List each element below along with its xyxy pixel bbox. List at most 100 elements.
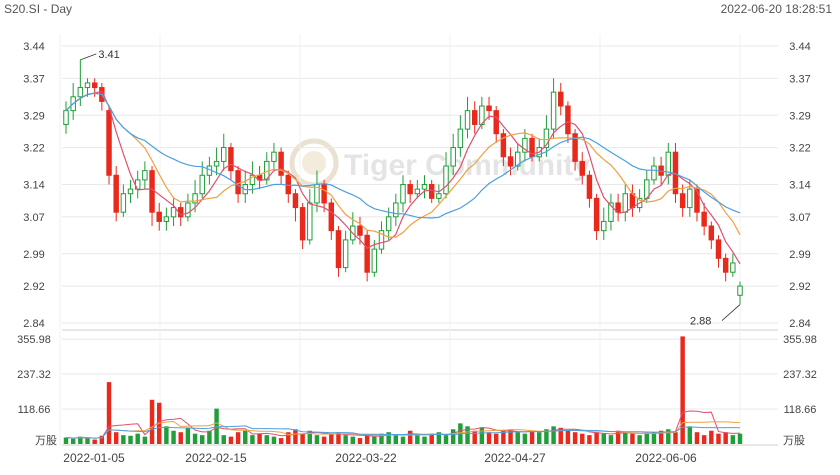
price-tick-label-right: 2.92: [789, 281, 810, 293]
price-tick-label: 3.29: [23, 110, 44, 122]
price-tick-label-right: 3.29: [789, 110, 810, 122]
price-tick-label: 3.44: [23, 41, 44, 53]
candle: [436, 184, 442, 203]
volume-bar: [99, 435, 105, 444]
candle: [134, 170, 141, 199]
volume-bar: [701, 435, 707, 444]
candle: [371, 239, 378, 277]
candle-body: [393, 202, 399, 218]
candle-body: [543, 128, 550, 149]
volume-average-lines: [65, 410, 741, 439]
volume-bar: [407, 430, 413, 444]
date-tick-label: 2022-06-06: [635, 451, 697, 465]
volume-bar: [601, 433, 606, 444]
volume-bar: [264, 435, 269, 444]
volume-bar: [565, 430, 571, 444]
candle: [364, 230, 370, 282]
volume-bar: [544, 429, 549, 444]
volume-bar: [450, 429, 456, 444]
volume-bar: [278, 438, 284, 444]
candle-body: [163, 216, 170, 222]
candle: [679, 184, 686, 217]
price-tick-label-right: 3.07: [789, 212, 810, 224]
volume-bar: [329, 433, 334, 444]
candle-body: [278, 151, 284, 176]
volume-tick-label-right: 118.66: [784, 404, 817, 416]
volume-bar: [608, 435, 614, 444]
candle: [113, 166, 119, 222]
candle: [393, 193, 399, 227]
candle-body: [378, 230, 385, 250]
volume-bar: [501, 430, 506, 444]
candle-body: [357, 225, 363, 236]
candlestick-series: [63, 59, 743, 305]
candle-body: [565, 105, 571, 135]
volume-bar: [228, 436, 234, 444]
candle-body: [156, 211, 162, 222]
volume-bar: [85, 438, 90, 444]
candle-body: [213, 160, 220, 167]
volume-bar: [587, 435, 592, 444]
candle: [665, 142, 672, 185]
price-tick-label-right: 3.37: [789, 73, 810, 85]
volume-bar: [106, 382, 112, 444]
grid-lines: [59, 34, 778, 446]
date-axis: 2022-01-05 2022-02-15 2022-03-22 2022-04-27…: [63, 451, 697, 465]
volume-ma20-line: [65, 425, 741, 439]
volume-bar: [558, 427, 563, 444]
volume-bar: [515, 432, 520, 444]
candle: [378, 221, 385, 254]
volume-bar: [716, 433, 721, 444]
price-tick-label-right: 3.22: [789, 143, 810, 155]
volume-bar: [142, 436, 148, 444]
candle: [199, 161, 205, 199]
candle-body: [235, 170, 241, 195]
candle: [572, 129, 578, 171]
candle: [256, 166, 263, 190]
candle: [271, 142, 277, 171]
candle-body: [493, 110, 499, 135]
volume-bar: [551, 426, 556, 444]
candle-body: [285, 174, 291, 195]
candle: [543, 115, 550, 157]
candle: [701, 202, 707, 236]
volume-bar: [78, 436, 83, 444]
volume-bar: [171, 430, 176, 444]
volume-bar: [121, 435, 126, 444]
candle: [221, 133, 227, 171]
candle-body: [170, 207, 177, 218]
candle: [558, 82, 564, 116]
volume-bar: [350, 436, 356, 444]
symbol-period-label: S20.SI - Day: [4, 2, 73, 16]
candle: [385, 207, 392, 240]
volume-bar: [709, 430, 714, 444]
volume-unit-label: 万股: [783, 434, 805, 447]
volume-axis-right: 355.98 237.32 118.66 万股: [783, 334, 817, 447]
candle: [507, 147, 514, 176]
candle-body: [63, 110, 69, 125]
annotation-low-label: 2.88: [690, 316, 711, 328]
price-tick-label-right: 3.44: [789, 41, 810, 53]
candle: [608, 193, 614, 231]
candle: [106, 106, 112, 185]
candle-body: [91, 82, 98, 89]
candle: [421, 175, 428, 199]
volume-bar: [271, 436, 277, 444]
volume-bar: [178, 432, 183, 444]
volume-bar: [637, 435, 642, 444]
price-axis-right: 3.44 3.37 3.29 3.22 3.14 3.07 2.99 2.92 2.84: [789, 41, 810, 330]
annotations: 3.41 2.88: [80, 49, 741, 328]
volume-bar: [465, 426, 470, 444]
candle-body: [457, 128, 464, 149]
annotation-leader: [80, 53, 97, 61]
candle: [285, 170, 291, 203]
volume-bar: [443, 435, 449, 444]
candle: [464, 96, 471, 139]
ma20-line: [65, 92, 741, 219]
candle-body: [464, 110, 471, 130]
candle-body: [694, 188, 700, 213]
candle: [328, 198, 335, 240]
volume-bar: [529, 430, 535, 444]
volume-ma10-line: [65, 420, 741, 439]
